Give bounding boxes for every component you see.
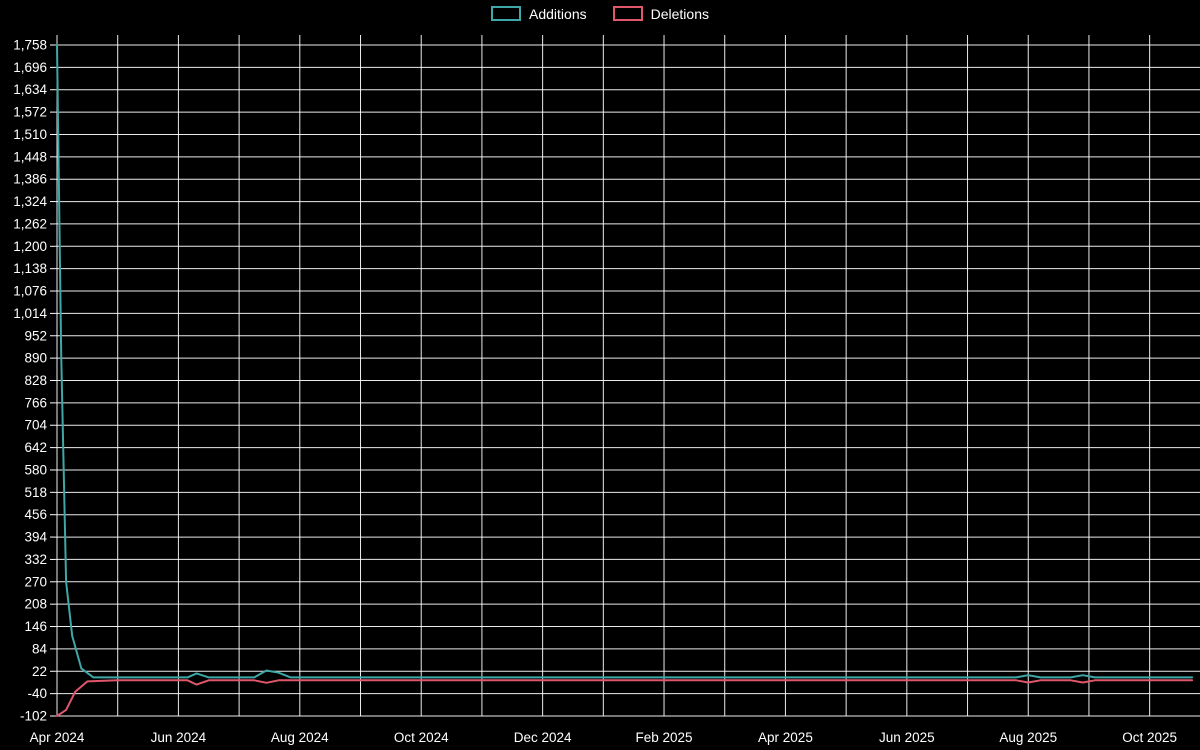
x-tick-label: Jun 2025 (879, 730, 935, 745)
y-tick-label: 22 (32, 664, 47, 679)
legend-item-deletions[interactable]: Deletions (612, 5, 709, 22)
y-tick-label: 1,386 (13, 172, 47, 187)
x-tick-label: Oct 2025 (1122, 730, 1177, 745)
y-tick-label: 580 (24, 462, 47, 477)
legend-label-additions: Additions (529, 5, 587, 22)
additions-swatch-icon (491, 6, 522, 21)
y-tick-label: 270 (24, 574, 47, 589)
y-tick-label: 1,262 (13, 216, 47, 231)
y-tick-label: 1,696 (13, 60, 47, 75)
x-tick-label: Dec 2024 (514, 730, 572, 745)
y-tick-label: 146 (24, 619, 47, 634)
x-tick-label: Aug 2024 (271, 730, 329, 745)
y-tick-label: 952 (24, 328, 47, 343)
x-tick-label: Apr 2025 (758, 730, 813, 745)
y-tick-label: 642 (24, 440, 47, 455)
y-tick-label: 1,076 (13, 284, 47, 299)
legend-label-deletions: Deletions (650, 5, 709, 22)
y-tick-label: 1,572 (13, 105, 47, 120)
x-tick-label: Apr 2024 (30, 730, 85, 745)
x-tick-label: Oct 2024 (394, 730, 449, 745)
y-tick-label: 1,138 (13, 261, 47, 276)
deletions-swatch-icon (612, 6, 643, 21)
x-tick-label: Jun 2024 (151, 730, 207, 745)
y-tick-label: 518 (24, 485, 47, 500)
legend-item-additions[interactable]: Additions (491, 6, 587, 21)
y-tick-label: 766 (24, 395, 47, 410)
y-tick-label: 394 (24, 530, 47, 545)
y-tick-label: 456 (24, 507, 47, 522)
y-tick-label: 1,634 (13, 82, 47, 97)
y-tick-label: 332 (24, 552, 47, 567)
y-tick-label: 828 (24, 373, 47, 388)
y-tick-label: 1,200 (13, 239, 47, 254)
x-tick-label: Feb 2025 (636, 730, 693, 745)
y-tick-label: 890 (24, 351, 47, 366)
y-tick-label: 704 (24, 418, 47, 433)
series-line-additions (56, 44, 1194, 679)
series-line-deletions (56, 679, 1194, 717)
y-tick-label: 1,448 (13, 149, 47, 164)
y-tick-label: 1,758 (13, 38, 47, 53)
y-tick-label: -40 (27, 686, 47, 701)
y-tick-label: -102 (20, 709, 47, 724)
y-tick-label: 1,510 (13, 127, 47, 142)
y-tick-label: 84 (32, 641, 48, 656)
y-tick-label: 1,324 (13, 194, 47, 209)
x-tick-label: Aug 2025 (999, 730, 1057, 745)
y-tick-label: 208 (24, 597, 47, 612)
y-tick-label: 1,014 (13, 306, 47, 321)
chart-legend: Additions Deletions (0, 6, 1200, 21)
